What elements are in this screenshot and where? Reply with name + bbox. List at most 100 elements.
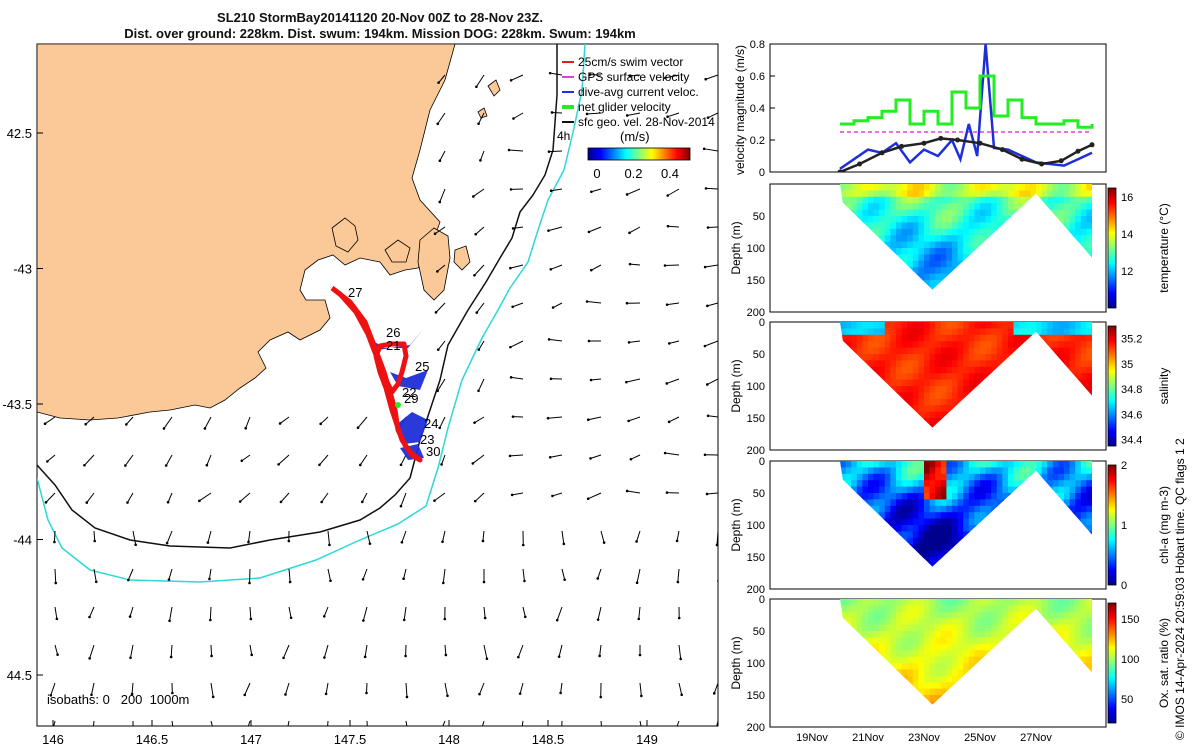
current-vector-head <box>210 654 213 658</box>
section-cell <box>1069 473 1076 481</box>
section-cell <box>957 248 964 255</box>
current-vector-head <box>507 148 511 152</box>
section-cell <box>1052 328 1059 336</box>
section-cell <box>929 682 936 690</box>
current-vector-head <box>706 414 710 418</box>
section-cell <box>879 354 886 361</box>
current-vector <box>278 454 290 465</box>
section-cell <box>929 656 936 664</box>
current-vector <box>556 606 563 621</box>
section-cell <box>890 196 897 204</box>
section-cell <box>935 473 942 481</box>
section-cell <box>974 228 981 236</box>
section-cell <box>873 618 880 626</box>
section-cell <box>924 544 931 552</box>
current-vector <box>323 606 329 617</box>
section-cell <box>940 405 947 413</box>
section-cell <box>929 637 936 645</box>
section-cell <box>1002 480 1009 488</box>
section-cell <box>1041 605 1048 613</box>
section-cell <box>974 203 981 211</box>
section-cell <box>1047 196 1054 204</box>
current-vector-head <box>433 499 436 502</box>
section-cell <box>912 398 919 406</box>
current-vector <box>44 416 56 425</box>
section-cell <box>924 366 931 374</box>
section-cell <box>991 605 998 613</box>
section-cell <box>1064 631 1071 638</box>
section-cell <box>1013 196 1020 204</box>
current-vector <box>204 416 212 429</box>
section-cell <box>890 631 897 638</box>
current-vector-head <box>477 122 480 125</box>
section-cell <box>896 480 903 488</box>
current-vector-head <box>441 581 445 585</box>
current-vector-head <box>587 230 591 234</box>
current-vector <box>476 302 485 313</box>
section-cell <box>974 637 981 645</box>
current-vector <box>630 454 641 460</box>
current-vector <box>666 378 680 384</box>
section-cell <box>918 550 925 558</box>
current-vector <box>132 530 137 545</box>
section-cell <box>896 643 903 651</box>
section-cell <box>968 656 975 664</box>
section-cell <box>929 373 936 381</box>
section-cell <box>901 248 908 255</box>
current-vector <box>244 682 251 696</box>
current-vector <box>707 226 718 229</box>
section-cell <box>924 695 931 702</box>
section-cell <box>862 618 869 626</box>
section-cell <box>1075 461 1082 468</box>
current-vector-head <box>88 615 91 619</box>
current-vector-head <box>130 692 134 696</box>
section-cell <box>890 493 897 500</box>
section-cell <box>862 599 869 606</box>
colorbar-tick-label: 1 <box>1121 520 1127 532</box>
section-cell <box>985 222 992 230</box>
section-cell <box>1080 624 1087 632</box>
velocity-point <box>857 161 863 167</box>
section-cell <box>996 473 1003 481</box>
colorbar-tick-label: 34.8 <box>1121 384 1142 396</box>
section-cell <box>868 196 875 204</box>
section-cell <box>896 248 903 255</box>
section-cell <box>940 354 947 361</box>
section-cell <box>946 334 953 342</box>
section-cell <box>1064 184 1071 191</box>
section-cell <box>1080 486 1087 494</box>
section-cell <box>929 347 936 355</box>
current-vector <box>210 720 213 726</box>
section-cell <box>957 373 964 381</box>
section-cell <box>935 663 942 670</box>
section-cell <box>851 480 858 488</box>
section-cell <box>929 248 936 255</box>
velocity-ytick-label: 0.2 <box>750 135 765 147</box>
section-cell <box>918 209 925 217</box>
section-cell <box>901 518 908 526</box>
section-cell <box>896 203 903 211</box>
section-cell <box>968 235 975 243</box>
section-cell <box>918 386 925 393</box>
section-cell <box>868 637 875 645</box>
section-cell <box>862 196 869 204</box>
section-cell <box>884 222 891 230</box>
section-cell <box>1086 656 1092 664</box>
section-cell <box>1080 235 1087 243</box>
section-cell <box>1052 461 1059 468</box>
section-cell <box>946 682 953 690</box>
current-vector-head <box>289 616 293 620</box>
section-cell <box>935 531 942 539</box>
velocity-point <box>1039 161 1045 167</box>
current-vector-head <box>94 580 98 584</box>
current-vector-head <box>596 618 600 621</box>
current-vector-head <box>55 617 59 621</box>
current-vector <box>483 644 488 659</box>
section-cell <box>940 328 947 336</box>
section-cell <box>1002 341 1009 349</box>
current-vector-head <box>167 578 171 581</box>
section-cell <box>968 499 975 507</box>
section-cell <box>890 643 897 651</box>
section-cell <box>957 347 964 355</box>
section-cell <box>918 267 925 275</box>
